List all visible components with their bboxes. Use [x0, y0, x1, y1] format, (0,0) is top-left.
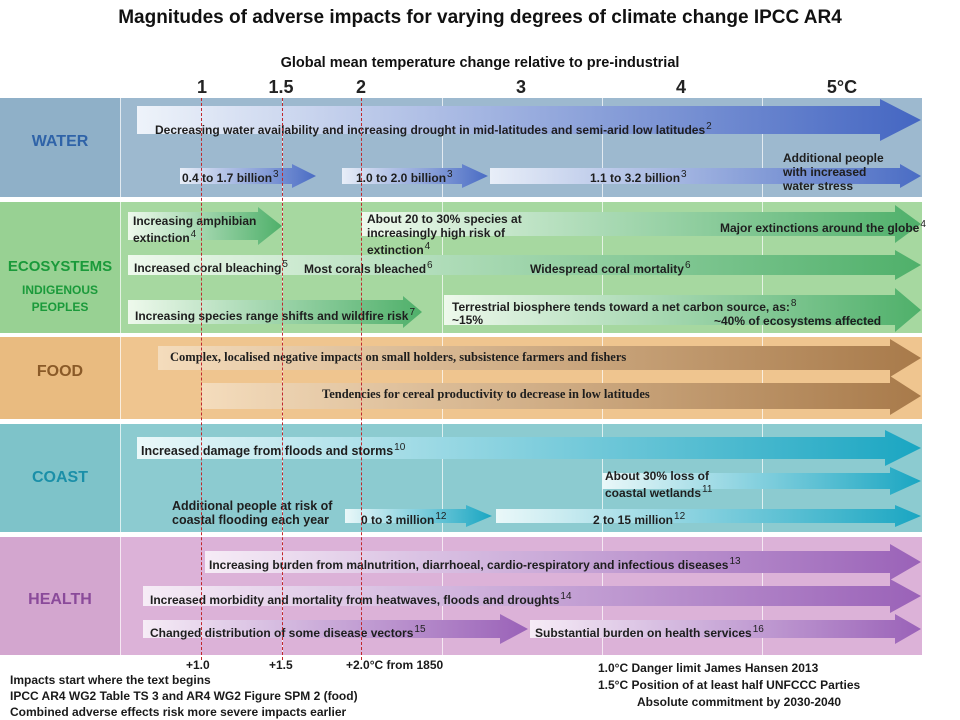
- impact-water-stress-1: 0.4 to 1.7 billion3: [182, 169, 279, 185]
- tick-5: 5°C: [826, 77, 858, 97]
- tick-4: 4: [675, 77, 687, 97]
- impact-heatwaves: Increased morbidity and mortality from h…: [150, 591, 572, 607]
- impact-coastal-flooding-2: 2 to 15 million12: [593, 511, 686, 527]
- marker-line-1-0: [201, 98, 202, 660]
- marker-label-2-0: +2.0°C from 1850: [346, 658, 444, 672]
- impact-water-availability: Decreasing water availability and increa…: [155, 121, 712, 137]
- arrow-disease-vectors: [143, 614, 528, 644]
- impact-floods-storms: Increased damage from floods and storms1…: [141, 442, 406, 459]
- grid-line-3-5: [602, 98, 603, 655]
- axis-subtitle: Global mean temperature change relative …: [280, 55, 680, 71]
- impact-food-smallholders: Complex, localised negative impacts on s…: [170, 350, 627, 364]
- band-water-label-cell: [0, 98, 120, 197]
- footnote-left-2: IPCC AR4 WG2 Table TS 3 and AR4 WG2 Figu…: [10, 689, 358, 703]
- impact-wetlands: About 30% loss of coastal wetlands11: [605, 469, 713, 500]
- impact-coastal-flooding: Additional people at risk of coastal flo…: [172, 499, 333, 527]
- band-coast-label-cell: [0, 424, 120, 532]
- tick-3: 3: [515, 77, 527, 97]
- marker-label-1-0: +1.0: [186, 658, 210, 672]
- arrow-coastal-flooding-2: [496, 505, 921, 527]
- impact-disease-vectors: Changed distribution of some disease vec…: [150, 624, 426, 640]
- impact-range-shifts: Increasing species range shifts and wild…: [135, 307, 415, 323]
- arrow-amphibian: [128, 207, 282, 245]
- impact-most-corals: Most corals bleached6: [304, 260, 433, 276]
- footnote-left-3: Combined adverse effects risk more sever…: [10, 705, 347, 719]
- arrow-food-smallholders: [158, 339, 921, 377]
- tick-2: 2: [355, 77, 367, 97]
- grid-line-4-5: [762, 98, 763, 655]
- arrow-species-extinction: [362, 205, 921, 243]
- arrow-malnutrition: [205, 544, 921, 580]
- arrow-water-availability: [137, 99, 921, 141]
- impact-major-extinctions: Major extinctions around the globe4: [720, 219, 926, 235]
- arrow-heatwaves: [143, 579, 921, 613]
- arrow-food-cereal: [202, 376, 921, 415]
- arrow-wetlands: [602, 467, 921, 495]
- band-eco-label-cell: [0, 202, 120, 333]
- arrow-health-services: [530, 614, 921, 644]
- arrow-water-stress-2: [342, 164, 488, 188]
- band-food-label-cell: [0, 337, 120, 419]
- impact-carbon-15: ~15%: [452, 313, 484, 327]
- marker-label-1-5: +1.5: [269, 658, 293, 672]
- impact-carbon-40: ~40% of ecosystems affected: [714, 314, 882, 328]
- grid-line-2-5: [442, 98, 443, 655]
- footnote-right-2: 1.5°C Position of at least half UNFCCC P…: [598, 678, 861, 692]
- footnote-right-1: 1.0°C Danger limit James Hansen 2013: [598, 661, 819, 675]
- arrow-coral: [128, 250, 921, 280]
- footnote-right-3: Absolute commitment by 2030-2040: [637, 695, 842, 709]
- marker-line-2-0: [361, 98, 362, 660]
- impact-coral-mortality: Widespread coral mortality6: [530, 260, 691, 276]
- impact-water-stress-3: 1.1 to 3.2 billion3: [590, 169, 687, 185]
- impact-amphibian: Increasing amphibian extinction4: [133, 214, 257, 245]
- impact-health-services: Substantial burden on health services16: [535, 624, 764, 640]
- impact-carbon-source: Terrestrial biosphere tends toward a net…: [452, 298, 797, 314]
- grid-line-start: [120, 98, 121, 655]
- figure-title: Magnitudes of adverse impacts for varyin…: [118, 7, 842, 28]
- arrow-floods-storms: [137, 430, 921, 466]
- impact-coastal-flooding-1: 0 to 3 million12: [361, 511, 447, 527]
- arrow-water-stress-3: [490, 164, 921, 188]
- marker-line-1-5: [282, 98, 283, 660]
- impact-species-extinction: About 20 to 30% species at increasingly …: [367, 212, 522, 257]
- impact-malnutrition: Increasing burden from malnutrition, dia…: [209, 556, 741, 572]
- impact-food-cereal: Tendencies for cereal productivity to de…: [322, 387, 650, 401]
- label-ecosystems: ECOSYSTEMS: [7, 258, 113, 275]
- impact-water-stress-label: Additional people with increased water s…: [783, 151, 884, 193]
- label-water: WATER: [31, 133, 89, 150]
- arrow-coastal-flooding-1: [345, 505, 492, 527]
- footnote-left-1: Impacts start where the text begins: [10, 673, 211, 687]
- label-food: FOOD: [36, 363, 84, 380]
- arrow-carbon-source: [444, 288, 921, 332]
- band-health-label-cell: [0, 537, 120, 655]
- tick-1: 1: [196, 77, 208, 97]
- impact-water-stress-2: 1.0 to 2.0 billion3: [356, 169, 453, 185]
- label-coast: COAST: [32, 469, 88, 486]
- tick-1-5: 1.5: [268, 77, 294, 97]
- label-health: HEALTH: [28, 591, 92, 608]
- impact-coral-bleaching: Increased coral bleaching5: [134, 259, 288, 275]
- label-indigenous: INDIGENOUS PEOPLES: [21, 283, 98, 314]
